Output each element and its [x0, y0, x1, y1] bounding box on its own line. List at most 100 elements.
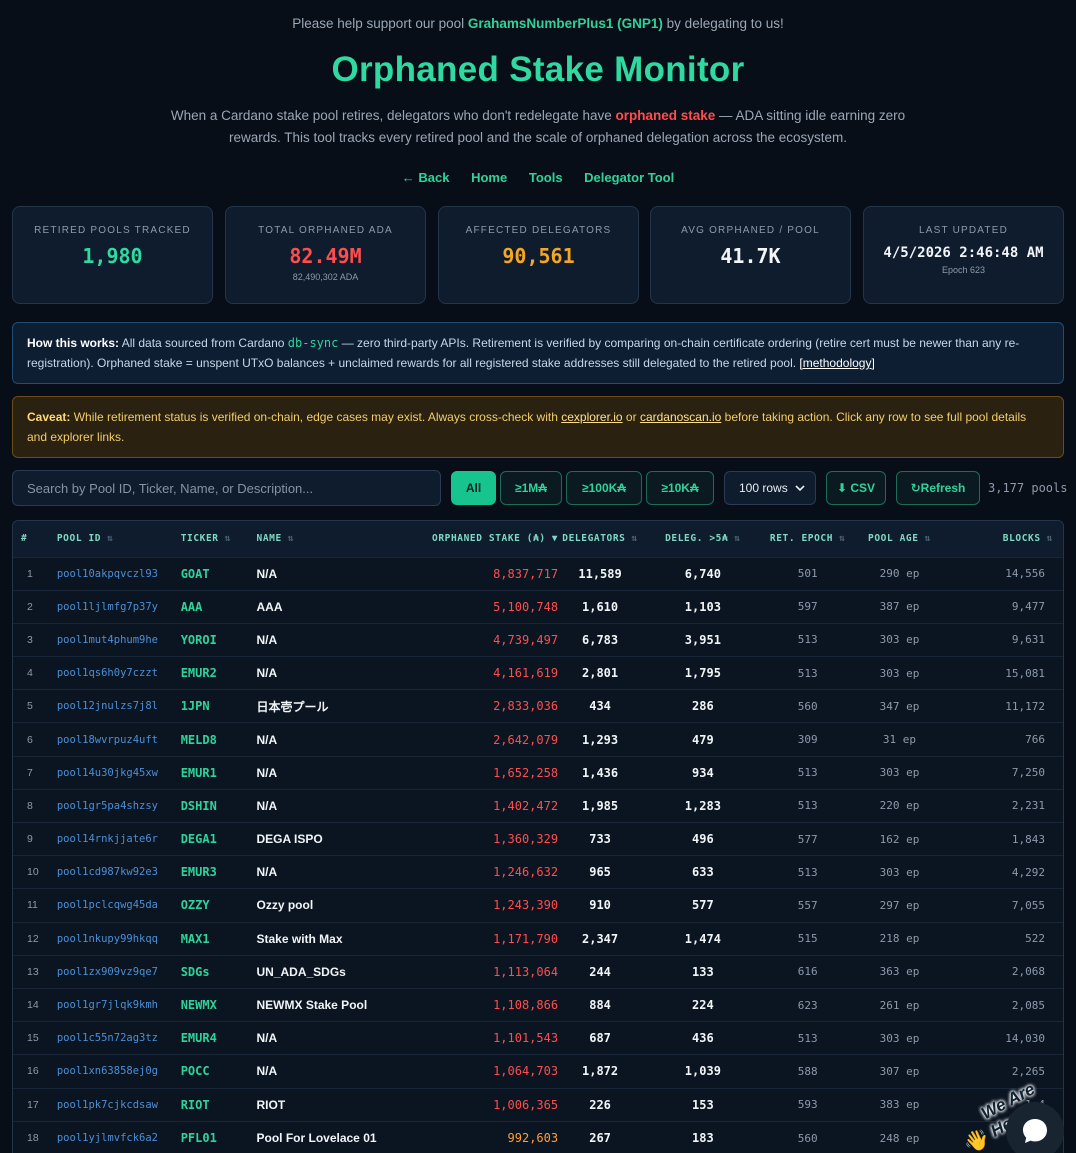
pool-id-link[interactable]: pool1zx909vz9qe7 — [56, 965, 159, 978]
row-index: 5 — [27, 700, 33, 713]
col-blocks-header[interactable]: Blocks ⇅ — [1002, 533, 1053, 545]
col-ticker-header[interactable]: Ticker ⇅ — [180, 533, 231, 545]
table-row[interactable]: 18 pool1yjlmvfck6a2 PFL01 Pool For Lovelace… — [13, 1121, 1063, 1153]
row-index: 1 — [27, 567, 33, 580]
delegators-over-5: 1,039 — [684, 1064, 721, 1079]
table-row[interactable]: 12 pool1nkupy99hkqq MAX1 Stake with Max 1,17… — [13, 922, 1063, 955]
pool-id-link[interactable]: pool1ljlmfg7p37y — [56, 600, 159, 613]
delegators-over-5: 1,283 — [684, 798, 721, 813]
blocks: 7,250 — [1011, 766, 1045, 780]
retire-epoch: 513 — [797, 666, 818, 680]
table-row[interactable]: 10 pool1cd987kw92e3 EMUR3 N/A 1,246,632 965 63… — [13, 855, 1063, 889]
blocks: 4,292 — [1011, 865, 1045, 879]
orphaned-stake: 1,402,472 — [493, 798, 559, 813]
col-pool-id-header[interactable]: Pool ID ⇅ — [56, 533, 114, 545]
filter-10k-button[interactable]: ≥10K₳ — [646, 471, 714, 505]
nav-back-link[interactable]: ← Back — [401, 170, 450, 185]
table-row[interactable]: 2 pool1ljlmfg7p37y AAA AAA 5,100,748 1,610 1,1… — [13, 590, 1063, 623]
pool-id-link[interactable]: pool14u30jkg45xw — [56, 766, 159, 779]
pool-id-link[interactable]: pool1xn63858ej0g — [56, 1065, 159, 1078]
filter-100k-button[interactable]: ≥100K₳ — [566, 471, 642, 505]
pool-age: 220 ep — [879, 799, 920, 813]
blocks: 2,068 — [1011, 965, 1045, 979]
search-input[interactable] — [12, 470, 441, 506]
row-index: 13 — [27, 965, 39, 978]
filter-1m-button[interactable]: ≥1M₳ — [500, 471, 562, 505]
table-row[interactable]: 15 pool1c55n72ag3tz EMUR4 N/A 1,101,543 687 43… — [13, 1021, 1063, 1055]
methodology-link[interactable]: [methodology] — [799, 356, 875, 370]
wave-hand-icon: 👋 — [964, 1130, 989, 1152]
pool-id-link[interactable]: pool1pk7cjkcdsaw — [56, 1098, 159, 1111]
delegators: 884 — [589, 998, 611, 1013]
delegators-over-5: 6,740 — [684, 566, 721, 581]
support-pool-link[interactable]: GrahamsNumberPlus1 (GNP1) — [467, 16, 663, 31]
table-row[interactable]: 16 pool1xn63858ej0g POCC N/A 1,064,703 1,872 1… — [13, 1054, 1063, 1088]
delegators-over-5: 1,795 — [684, 666, 721, 681]
orphaned-stake: 4,161,619 — [493, 666, 559, 681]
pool-id-link[interactable]: pool10akpqvczl93 — [56, 567, 159, 580]
ticker: MELD8 — [180, 732, 217, 747]
col-name-header[interactable]: Name ⇅ — [256, 533, 295, 545]
pool-id-link[interactable]: pool14rnkjjate6r — [56, 833, 159, 846]
refresh-button[interactable]: ↻Refresh — [896, 471, 980, 505]
how-it-works-box: How this works: All data sourced from Ca… — [12, 322, 1064, 384]
filter-all-button[interactable]: All — [451, 471, 496, 505]
pool-id-link[interactable]: pool1c55n72ag3tz — [56, 1032, 159, 1045]
pool-id-link[interactable]: pool1mut4phum9he — [56, 633, 159, 646]
col-index-header: # — [21, 533, 28, 545]
table-row[interactable]: 5 pool12jnulzs7j8l 1JPN 日本壱プール 2,833,036 434 2… — [13, 689, 1063, 723]
rows-per-page-select[interactable]: 100 rows — [724, 471, 816, 505]
nav-tools-link[interactable]: Tools — [528, 170, 563, 185]
delegators-over-5: 934 — [692, 765, 714, 780]
table-row[interactable]: 9 pool14rnkjjate6r DEGA1 DEGA ISPO 1,360,329… — [13, 822, 1063, 856]
col-ret-epoch-header[interactable]: Ret. Epoch ⇅ — [769, 533, 846, 545]
blocks: 522 — [1025, 932, 1045, 946]
ticker: YOROI — [180, 632, 217, 647]
csv-export-button[interactable]: ⬇ CSV — [826, 471, 886, 505]
table-row[interactable]: 3 pool1mut4phum9he YOROI N/A 4,739,497 6,783 3… — [13, 623, 1063, 656]
col-deleg-5-header[interactable]: Deleg. >5₳ ⇅ — [665, 533, 741, 545]
chat-widget[interactable]: We Are Here! 👋 — [962, 1070, 1076, 1153]
ticker: EMUR1 — [180, 765, 217, 780]
stat-value: 4/5/2026 2:46:48 AM — [883, 245, 1044, 261]
cardanoscan-link[interactable]: cardanoscan.io — [639, 410, 722, 424]
table-row[interactable]: 4 pool1qs6h0y7czzt EMUR2 N/A 4,161,619 2,801 1… — [13, 656, 1063, 690]
table-row[interactable]: 8 pool1gr5pa4shzsy DSHIN N/A 1,402,472 1,985 1… — [13, 789, 1063, 822]
support-banner: Please help support our pool GrahamsNumb… — [292, 16, 784, 31]
pool-id-link[interactable]: pool1qs6h0y7czzt — [56, 667, 159, 680]
nav-home-link[interactable]: Home — [471, 170, 508, 185]
orphaned-stake: 1,108,866 — [493, 998, 559, 1013]
stat-label: Retired Pools Tracked — [34, 225, 191, 236]
row-index: 8 — [27, 799, 33, 812]
chat-button[interactable] — [1006, 1102, 1064, 1153]
table-row[interactable]: 6 pool18wvrpuz4uft MELD8 N/A 2,642,079 1,293 4… — [13, 722, 1063, 756]
pool-age: 261 ep — [879, 998, 920, 1012]
pool-id-link[interactable]: pool12jnulzs7j8l — [56, 700, 159, 713]
pool-id-link[interactable]: pool1pclcqwg45da — [56, 899, 159, 912]
pool-id-link[interactable]: pool1cd987kw92e3 — [56, 866, 159, 879]
pool-name: N/A — [256, 765, 278, 780]
pool-id-link[interactable]: pool1gr5pa4shzsy — [56, 799, 159, 812]
table-row[interactable]: 13 pool1zx909vz9qe7 SDGs UN_ADA_SDGs 1,113,0… — [13, 955, 1063, 988]
delegators-over-5: 1,103 — [684, 599, 721, 614]
table-row[interactable]: 1 pool10akpqvczl93 GOAT N/A 8,837,717 11,589 6… — [13, 557, 1063, 590]
pool-id-link[interactable]: pool1yjlmvfck6a2 — [56, 1132, 159, 1145]
col-orphaned-stake-header[interactable]: Orphaned Stake (₳) ▼ — [432, 533, 559, 545]
table-row[interactable]: 17 pool1pk7cjkcdsaw RIOT RIOT 1,006,365 226 15… — [13, 1088, 1063, 1121]
cexplorer-link[interactable]: cexplorer.io — [561, 410, 623, 424]
pool-id-link[interactable]: pool18wvrpuz4uft — [56, 733, 159, 746]
pool-id-link[interactable]: pool1nkupy99hkqq — [56, 932, 159, 945]
retire-epoch: 513 — [797, 865, 818, 879]
table-row[interactable]: 14 pool1gr7jlqk9kmh NEWMX NEWMX Stake Pool 1… — [13, 988, 1063, 1021]
table-row[interactable]: 11 pool1pclcqwg45da OZZY Ozzy pool 1,243,390… — [13, 888, 1063, 922]
row-index: 14 — [27, 999, 39, 1012]
retired-pools-stat: Retired Pools Tracked 1,980 — [12, 206, 213, 304]
col-pool-age-header[interactable]: Pool Age ⇅ — [868, 533, 931, 545]
table-row[interactable]: 7 pool14u30jkg45xw EMUR1 N/A 1,652,258 1,436 9… — [13, 756, 1063, 789]
col-delegators-header[interactable]: Delegators ⇅ — [562, 533, 638, 545]
retire-epoch: 560 — [797, 699, 818, 713]
stat-label: Total Orphaned ADA — [258, 225, 393, 236]
pool-id-link[interactable]: pool1gr7jlqk9kmh — [56, 999, 159, 1012]
delegators: 11,589 — [578, 566, 622, 581]
nav-delegator-tool-link[interactable]: Delegator Tool — [584, 170, 675, 185]
